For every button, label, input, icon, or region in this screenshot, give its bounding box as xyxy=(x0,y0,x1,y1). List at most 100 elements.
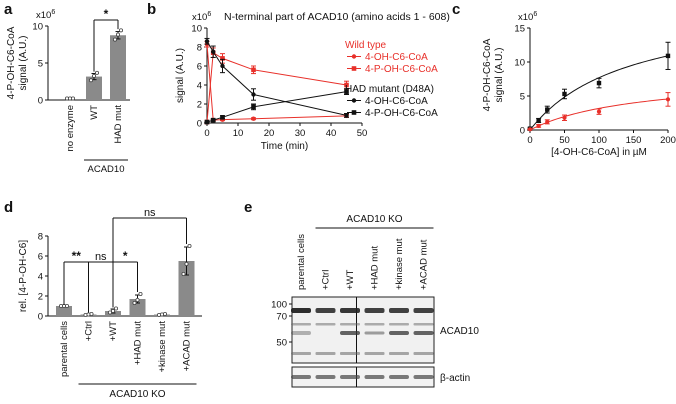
b-point-2-4 xyxy=(344,113,349,118)
d-ytick-label-2: 4 xyxy=(38,272,43,283)
e-marker-label-1: 70 xyxy=(276,312,287,323)
d-xtick-label-3: +HAD mut xyxy=(133,321,144,365)
c-point-1-5 xyxy=(665,97,671,102)
e-band-actin-5 xyxy=(413,375,434,379)
a-ytick-label-2: 10 xyxy=(32,22,43,33)
b-point-3-4 xyxy=(344,89,349,94)
b-point-3-1 xyxy=(210,117,216,123)
e-band-mid-3 xyxy=(364,323,385,326)
a-ylabel-line1: 4-P-OH-C6-CoA xyxy=(6,26,17,99)
e-band-actin-1 xyxy=(315,375,336,379)
b-point-3-3 xyxy=(251,104,256,110)
d-point-0-2 xyxy=(65,303,70,308)
e-band-low-4 xyxy=(389,352,409,355)
d-point-2-1 xyxy=(111,308,116,313)
panel-label-b: b xyxy=(147,1,156,18)
d-point-3-1 xyxy=(135,297,140,302)
d-point-5-2 xyxy=(187,243,192,248)
panel-e-blot: parental cells +Ctrl +WT +HAD mut +kinase mu… xyxy=(271,214,479,388)
e-group-label: ACAD10 KO xyxy=(346,214,402,225)
b-ytick-label-2: 4 xyxy=(197,81,202,92)
b-ytick-label-1: 2 xyxy=(197,100,202,111)
e-band-actin-3 xyxy=(364,375,385,379)
b-point-0-3 xyxy=(251,116,256,121)
e-band-acad10-2 xyxy=(340,331,360,335)
c-ytick-label-0: 0 xyxy=(520,126,525,137)
b-y-multiplier: x106 xyxy=(192,11,211,23)
d-xtick-label-0: parental cells xyxy=(59,321,70,377)
e-lane-label-3: +HAD mut xyxy=(370,246,381,290)
b-legend-had-oh-swatch xyxy=(351,98,357,103)
e-band-low-5 xyxy=(413,352,434,355)
e-band-top-4 xyxy=(389,308,409,313)
c-xlabel: [4-OH-C6-CoA] in µM xyxy=(551,147,647,158)
d-xtick-label-1: +Ctrl xyxy=(84,321,95,341)
d-point-5-0 xyxy=(181,271,186,276)
panel-label-e: e xyxy=(244,199,252,216)
b-xtick-label-2: 20 xyxy=(264,128,275,139)
b-ylabel: signal (A.U.) xyxy=(175,48,186,103)
a-point-2-2 xyxy=(119,28,124,33)
b-ytick-label-4: 8 xyxy=(197,43,202,54)
d-bar-0 xyxy=(56,306,72,316)
b-legend-wt-oh-swatch xyxy=(351,54,357,59)
d-ytick-label-0: 0 xyxy=(38,312,43,323)
e-band-low-2 xyxy=(340,352,360,355)
e-band-mid-0 xyxy=(291,323,311,326)
b-title: N-terminal part of ACAD10 (amino acids 1… xyxy=(224,11,450,23)
e-band-actin-4 xyxy=(389,375,409,379)
d-point-5-1 xyxy=(184,261,189,266)
b-series-line-3 xyxy=(206,91,347,123)
e-band-acad10-0 xyxy=(291,331,311,335)
c-fit-curve-1 xyxy=(529,98,669,131)
d-point-4-2 xyxy=(162,311,167,316)
b-legend-group-had: HAD mutant (D48A) xyxy=(345,84,434,95)
d-ytick-label-1: 2 xyxy=(38,292,43,303)
e-band-actin-2 xyxy=(340,375,360,379)
d-point-3-0 xyxy=(132,300,137,305)
panel-b-chart: 0 2 4 6 8 10 0 10 20 30 40 50 Time (min) signal (A.U.… xyxy=(175,11,450,152)
e-band-mid-5 xyxy=(413,323,434,326)
d-ytick-label-4: 8 xyxy=(38,232,43,243)
b-legend-had-p-label: 4-P-OH-C6-CoA xyxy=(365,108,438,119)
b-legend-wt-p-label: 4-P-OH-C6-CoA xyxy=(365,64,438,75)
e-band-top-0 xyxy=(291,308,311,313)
e-band-low-1 xyxy=(315,352,336,355)
panel-d-chart: 0 2 4 6 8 rel. [4-P-OH-C6] parental cells +Ctrl… xyxy=(18,207,202,400)
c-ylabel-line2: signal (A.U.) xyxy=(494,47,505,102)
d-sig-label-1: ns xyxy=(95,251,107,263)
a-point-1-0 xyxy=(89,78,94,83)
d-xtick-label-2: +WT xyxy=(108,321,119,342)
a-point-1-2 xyxy=(95,70,100,75)
b-xlabel: Time (min) xyxy=(261,141,308,152)
a-bar-2 xyxy=(110,35,126,100)
d-xtick-label-5: +ACAD mut xyxy=(182,321,193,372)
a-xtick-label-2: HAD mut xyxy=(113,105,124,144)
c-xtick-label-0: 0 xyxy=(527,135,532,146)
c-xtick-label-4: 200 xyxy=(660,135,676,146)
e-band-top-5 xyxy=(413,308,434,313)
c-ylabel-line1: 4-P-OH-C6-CoA xyxy=(482,38,493,111)
e-band-low-0 xyxy=(291,352,311,355)
d-point-1-2 xyxy=(89,311,94,316)
b-legend-wt-p-swatch xyxy=(351,66,357,71)
c-point-1-0 xyxy=(527,127,533,132)
e-band-top-1 xyxy=(315,308,336,313)
e-blot-acad10 xyxy=(291,296,435,364)
c-point-0-2 xyxy=(545,107,550,112)
c-point-1-2 xyxy=(545,119,550,124)
e-band-acad10-5 xyxy=(413,331,434,335)
b-point-1-4 xyxy=(344,82,349,88)
e-band-mid-2 xyxy=(340,323,360,326)
panel-label-c: c xyxy=(452,1,460,18)
c-point-0-4 xyxy=(596,80,602,86)
e-band-actin-0 xyxy=(291,375,311,379)
c-y-multiplier: x106 xyxy=(518,11,537,23)
b-ytick-label-5: 10 xyxy=(191,24,202,35)
d-point-2-0 xyxy=(108,310,113,315)
a-sig-label: * xyxy=(104,7,109,21)
b-series-line-0 xyxy=(206,44,347,121)
panel-label-a: a xyxy=(4,1,13,18)
c-fit-curve-0 xyxy=(529,55,669,131)
